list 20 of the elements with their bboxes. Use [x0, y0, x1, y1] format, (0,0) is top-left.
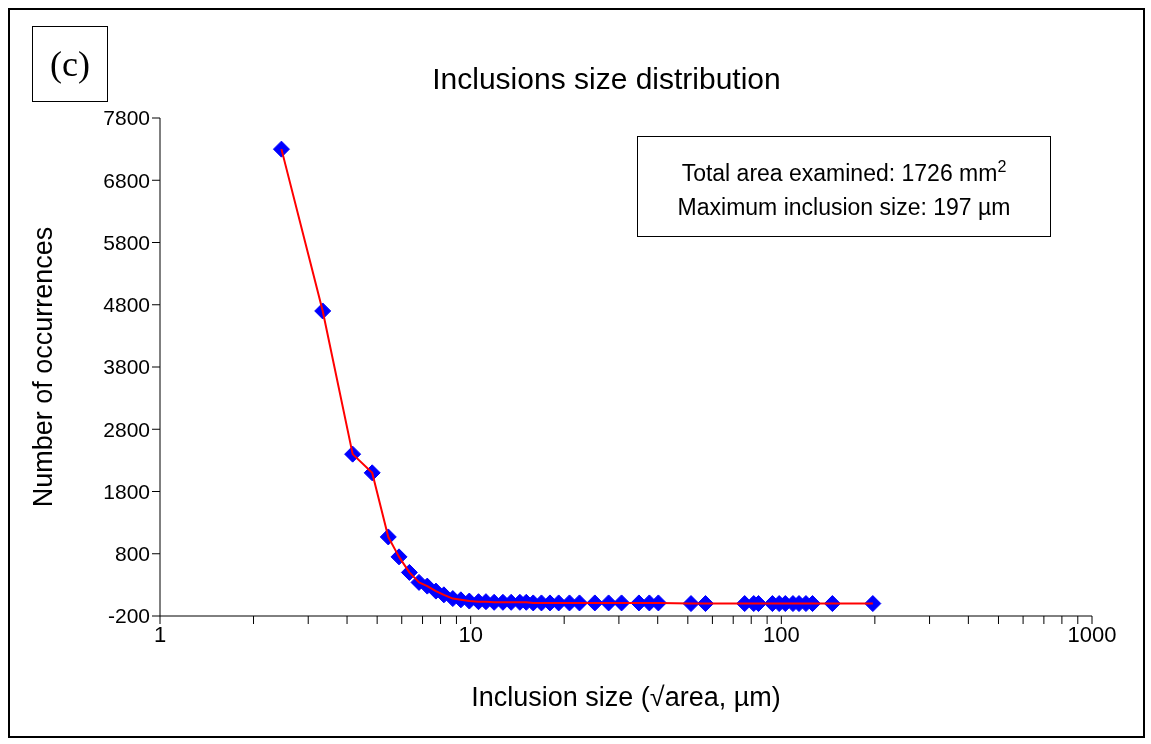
annotation: Maximum inclusion size: 197 µm [676, 192, 1012, 222]
y-axis-title: Number of occurrences [27, 226, 58, 508]
y-tick-label: 800 [114, 542, 150, 566]
annotation: Total area examined: 1726 mm$^{2}$ [680, 156, 1008, 188]
y-tick-label: 3800 [103, 355, 150, 379]
y-tick-label: 1800 [103, 479, 150, 503]
chart-title: Inclusions size distribution [432, 62, 781, 95]
y-tick-label: 4800 [103, 293, 150, 317]
y-tick-label: 2800 [103, 417, 150, 441]
x-axis-title: Inclusion size (√area, µm) [471, 682, 781, 712]
y-tick-label: 5800 [103, 230, 150, 254]
y-tick-label: 7800 [103, 106, 150, 130]
y-tick-label: 6800 [103, 168, 150, 192]
text: (c) [32, 26, 108, 102]
text-box: Total area examined: 1726 mm$^{2}$ Maximum inclusion size: 197 µm [637, 136, 1051, 237]
x-tick-label: 1 [153, 621, 167, 647]
x-tick-label: 1000 [1067, 621, 1117, 647]
y-tick-label: -200 [107, 604, 150, 628]
x-tick-label: 10 [458, 621, 483, 647]
x-tick-label: 100 [762, 621, 800, 647]
